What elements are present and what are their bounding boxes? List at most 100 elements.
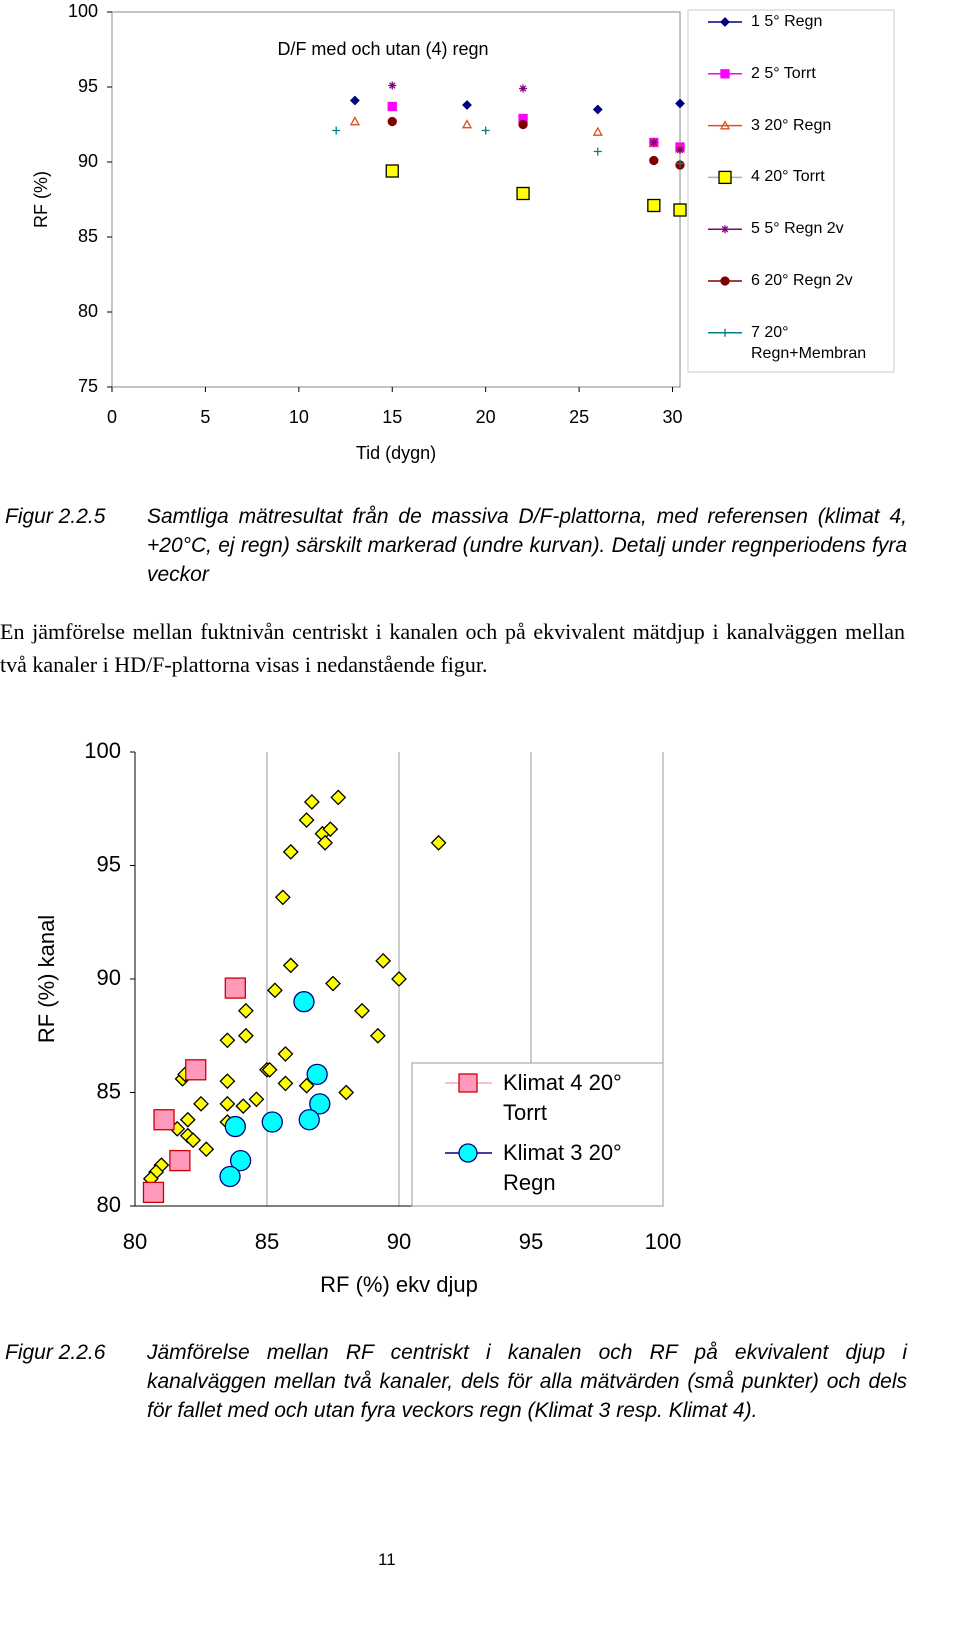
marker: [309, 1093, 331, 1115]
marker: [219, 1032, 236, 1049]
page-number: 11: [378, 1550, 396, 1569]
marker: [261, 1111, 283, 1133]
marker: [224, 977, 246, 999]
marker: [274, 889, 291, 906]
chart-title: D/F med och utan (4) regn: [277, 39, 488, 59]
marker: [649, 155, 659, 166]
marker: [719, 120, 731, 130]
marker: [721, 328, 729, 337]
marker: [282, 843, 299, 860]
marker: [277, 1045, 294, 1062]
x-tick-label: 80: [123, 1229, 147, 1254]
marker: [303, 794, 320, 810]
marker: [349, 116, 360, 126]
marker: [142, 1181, 165, 1204]
marker: [519, 84, 528, 93]
marker: [185, 1132, 201, 1149]
marker: [391, 971, 407, 987]
chart: 75 80 85 90 95 100 0 5 10 15 20 25 30 Tid (dygn) RF (%…: [31, 1, 895, 463]
marker: [332, 126, 341, 135]
marker: [179, 1111, 196, 1128]
y-tick-label: 90: [78, 151, 98, 171]
marker: [349, 95, 360, 106]
marker: [720, 17, 730, 27]
marker: [516, 186, 530, 201]
marker: [185, 1059, 207, 1081]
marker: [718, 170, 732, 185]
marker: [277, 1075, 294, 1092]
legend-label: 5 5° Regn 2v: [751, 220, 844, 238]
chart: 80 85 90 95 100 80 85 90 95 100 RF (%) ekv djup RF …: [34, 738, 682, 1297]
marker: [388, 81, 397, 90]
marker: [458, 1073, 478, 1093]
marker: [676, 146, 684, 154]
marker: [721, 225, 729, 234]
x-axis-label: RF (%) ekv djup: [320, 1272, 478, 1297]
marker: [193, 1095, 209, 1112]
legend-box: [411, 1062, 664, 1207]
marker: [317, 834, 333, 851]
x-axis-label: Tid (dygn): [356, 443, 436, 463]
y-tick-label: 85: [78, 226, 98, 246]
x-tick-label: 100: [645, 1229, 682, 1254]
plot-area: [111, 11, 681, 388]
paragraph: En jämförelse mellan fuktnivån centriskt…: [0, 619, 905, 677]
y-tick-label: 95: [97, 851, 121, 876]
legend-label: 4 20° Torrt: [751, 168, 825, 186]
y-tick-label: 85: [97, 1078, 121, 1103]
x-tick-label: 25: [569, 407, 589, 427]
y-tick-label: 80: [97, 1192, 121, 1217]
marker: [720, 69, 730, 79]
marker: [325, 975, 341, 992]
marker: [673, 203, 687, 217]
marker: [354, 1002, 370, 1019]
marker: [720, 276, 730, 286]
marker: [481, 126, 490, 135]
x-tick-label: 15: [382, 407, 402, 427]
marker: [375, 952, 392, 969]
marker: [306, 1063, 328, 1085]
legend-box: [687, 9, 895, 373]
marker: [592, 104, 603, 115]
marker: [282, 957, 299, 974]
marker: [198, 1141, 215, 1158]
marker: [461, 119, 473, 129]
marker: [248, 1091, 265, 1108]
marker: [267, 982, 283, 999]
x-tick-label: 95: [519, 1229, 543, 1254]
marker: [458, 1143, 478, 1163]
caption-text: Samtliga mätresultat från de massiva D/F…: [147, 505, 907, 586]
marker: [462, 100, 472, 110]
marker: [219, 1073, 236, 1090]
legend-label: 2 5° Torrt: [751, 64, 816, 82]
marker: [676, 159, 684, 168]
marker: [430, 834, 447, 851]
marker: [237, 1027, 254, 1044]
y-tick-label: 100: [84, 738, 121, 763]
marker: [330, 789, 347, 806]
marker: [369, 1027, 386, 1044]
y-tick-label: 75: [78, 376, 98, 396]
caption-text: Jämförelse mellan RF centriskt i kanalen…: [147, 1341, 907, 1422]
marker: [224, 1115, 246, 1138]
marker: [153, 1109, 175, 1131]
legend-label: 1 5° Regn: [751, 13, 823, 30]
caption-label: Figur 2.2.6: [5, 1341, 106, 1364]
marker: [385, 164, 399, 178]
x-tick-label: 20: [476, 407, 496, 427]
marker: [235, 1098, 252, 1115]
marker: [675, 98, 685, 109]
legend-label: 6 20° Regn 2v: [751, 272, 853, 289]
marker: [518, 119, 528, 130]
marker: [219, 1095, 236, 1112]
marker: [647, 198, 661, 213]
marker: [387, 116, 397, 127]
legend-label: Klimat 3 20° Regn: [503, 1140, 622, 1195]
caption-label: Figur 2.2.5: [5, 505, 106, 528]
x-tick-label: 90: [387, 1229, 411, 1254]
marker: [169, 1149, 191, 1172]
x-tick-label: 30: [663, 407, 683, 427]
x-tick-label: 85: [255, 1229, 279, 1254]
x-tick-label: 5: [200, 407, 210, 427]
